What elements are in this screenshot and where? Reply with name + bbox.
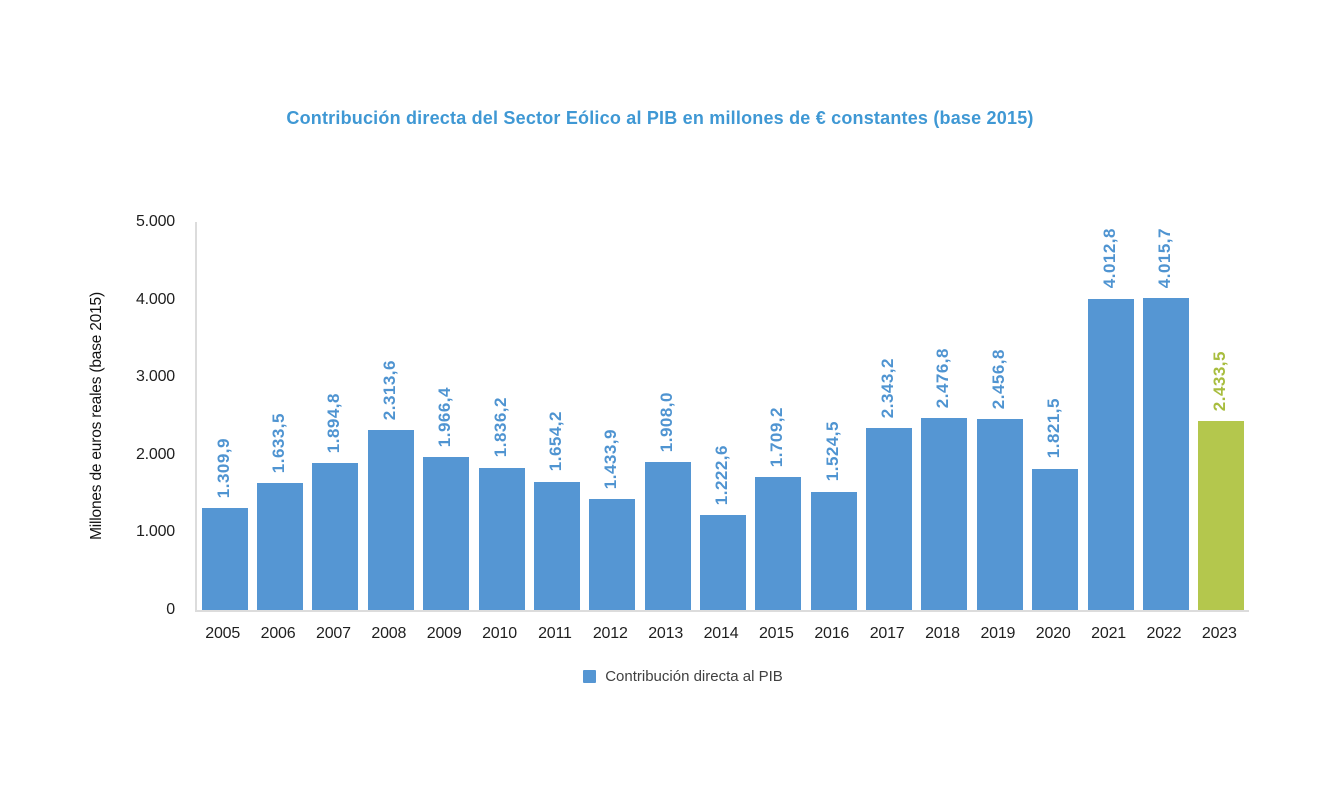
bar-2021 <box>1087 298 1134 610</box>
x-tick-label-2010: 2010 <box>482 625 517 642</box>
x-tick-label-2012: 2012 <box>592 625 628 642</box>
bar-2007 <box>312 462 359 610</box>
x-tick-label-2021: 2021 <box>1091 625 1126 642</box>
bar-2009 <box>423 457 470 610</box>
bar-2016 <box>810 491 857 610</box>
bar-value-label-2005: 1.309,9 <box>213 438 233 499</box>
bar-value-label-2013: 1.908,0 <box>656 391 676 452</box>
bar-value-label-2014: 1.222,6 <box>712 444 731 506</box>
plot-area: 1.309,9 1.633,5 1.894,8 2.313,6 1.966,4 1.836… <box>195 222 1249 612</box>
bar-2020 <box>1032 468 1079 610</box>
bar-value-label-2020: 1.821,5 <box>1044 398 1064 459</box>
x-tick-label-2019: 2019 <box>980 625 1016 642</box>
x-tick-label-2013: 2013 <box>648 625 684 642</box>
bar-2023 <box>1198 421 1245 610</box>
legend: Contribución directa al PIB <box>23 668 1320 685</box>
chart-title: Contribución directa del Sector Eólico a… <box>286 108 1034 128</box>
y-tick-label: 4.000 <box>135 290 175 308</box>
bar-value-label-2015: 1.709,2 <box>767 407 787 468</box>
bar-value-label-2011: 1.654,2 <box>545 411 565 472</box>
x-tick-label-2009: 2009 <box>426 625 462 642</box>
bar-value-label-2012: 1.433,9 <box>601 428 621 489</box>
bar-2014 <box>700 515 746 610</box>
x-tick-label-2020: 2020 <box>1035 625 1071 642</box>
y-tick-label: 3.000 <box>135 368 175 386</box>
bar-value-label-2019: 2.456,8 <box>988 349 1008 410</box>
bar-value-label-2009: 1.966,4 <box>435 387 455 448</box>
y-tick-label: 1.000 <box>135 523 175 541</box>
bar-value-label-2010: 1.836,2 <box>490 397 510 458</box>
bar-2006 <box>257 483 304 610</box>
x-tick-label-2005: 2005 <box>205 625 241 642</box>
bar-2018 <box>921 417 968 610</box>
bar-value-label-2006: 1.633,5 <box>269 413 289 474</box>
x-tick-label-2016: 2016 <box>814 625 850 642</box>
bar-2008 <box>367 430 414 610</box>
bars-layer: 1.309,9 1.633,5 1.894,8 2.313,6 1.966,4 1.836… <box>197 222 1249 610</box>
legend-label: Contribución directa al PIB <box>605 668 783 685</box>
bar-value-label-2017: 2.343,2 <box>878 357 898 419</box>
bar-2012 <box>589 498 636 610</box>
x-tick-label-2018: 2018 <box>925 625 960 642</box>
x-tick-label-2006: 2006 <box>260 625 296 642</box>
bar-value-label-2021: 4.012,8 <box>1099 228 1119 289</box>
bar-value-label-2016: 1.524,5 <box>822 421 842 482</box>
x-tick-label-2008: 2008 <box>371 625 407 642</box>
bar-2010 <box>478 467 525 610</box>
bar-value-label-2022: 4.015,7 <box>1154 228 1174 289</box>
x-axis-labels: 2005 2006 2007 2008 2009 2010 2011 2012 2013 2014… <box>195 622 1247 646</box>
legend-swatch-icon <box>583 670 597 683</box>
y-tick-label: 2.000 <box>135 445 175 463</box>
y-tick-label: 0 <box>166 601 175 618</box>
x-tick-label-2017: 2017 <box>869 625 905 642</box>
bar-2017 <box>866 428 913 610</box>
bar-2022 <box>1142 298 1189 610</box>
x-tick-label-2022: 2022 <box>1146 625 1182 642</box>
bar-2015 <box>755 477 802 610</box>
bar-value-label-2018: 2.476,8 <box>933 347 953 408</box>
x-tick-label-2007: 2007 <box>316 625 351 642</box>
x-tick-label-2014: 2014 <box>703 625 739 642</box>
bar-2011 <box>533 481 580 610</box>
x-tick-label-2015: 2015 <box>758 625 794 642</box>
x-tick-label-2023: 2023 <box>1201 625 1237 642</box>
bar-value-label-2007: 1.894,8 <box>324 392 344 453</box>
bar-2013 <box>644 461 691 610</box>
y-tick-label: 5.000 <box>135 213 175 230</box>
bar-2005 <box>201 508 248 610</box>
x-tick-label-2011: 2011 <box>538 625 572 642</box>
y-axis-ticks: 0 1.000 2.000 3.000 4.000 5.000 <box>0 214 175 618</box>
bar-value-label-2008: 2.313,6 <box>379 360 399 421</box>
bar-value-label-2023: 2.433,5 <box>1210 350 1230 412</box>
bar-2019 <box>976 419 1023 610</box>
